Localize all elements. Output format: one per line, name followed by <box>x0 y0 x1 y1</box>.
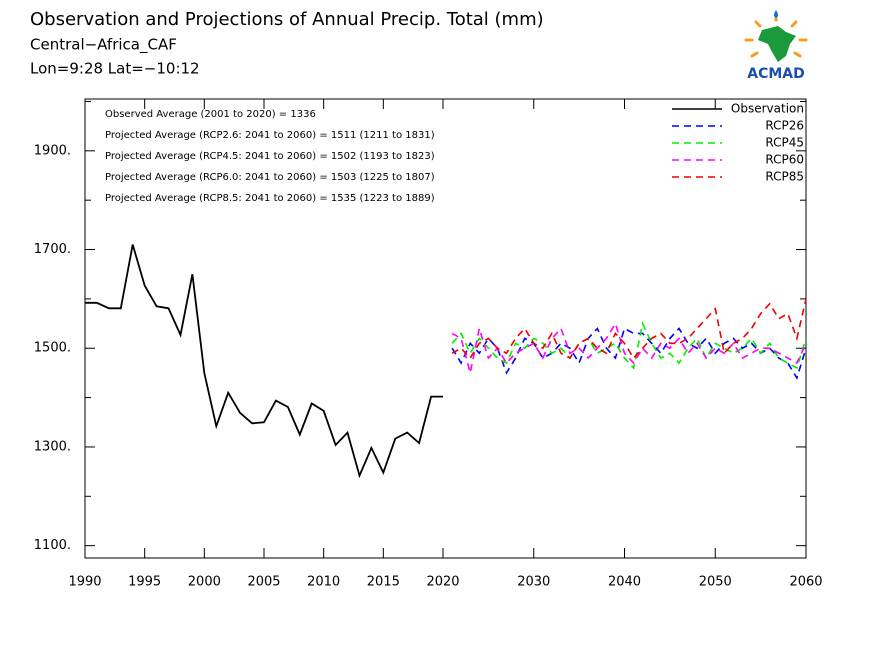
y-tick-label: 1500. <box>34 341 71 356</box>
x-tick-label: 2050 <box>699 575 732 590</box>
y-tick-label: 1100. <box>34 538 71 553</box>
legend-label: Observation <box>731 102 804 116</box>
x-tick-label: 1995 <box>128 575 161 590</box>
y-tick-label: 1300. <box>34 439 71 454</box>
chart-subtitle: Central−Africa_CAF <box>30 36 177 55</box>
x-tick-label: 2030 <box>517 575 550 590</box>
x-tick-label: 2000 <box>188 575 221 590</box>
series-line <box>451 327 807 380</box>
annotation: Projected Average (RCP4.5: 2041 to 2060)… <box>105 151 435 162</box>
location: Lon=9:28 Lat=−10:12 <box>30 60 200 78</box>
series-line <box>85 244 443 479</box>
logo-text: ACMAD <box>747 66 805 82</box>
x-tick-label: 2015 <box>367 575 400 590</box>
chart-title: Observation and Projections of Annual Pr… <box>30 9 544 30</box>
series-line <box>451 321 807 370</box>
logo <box>744 10 808 62</box>
annotation: Projected Average (RCP8.5: 2041 to 2060)… <box>105 193 435 204</box>
plot-frame <box>84 98 807 559</box>
annotation: Observed Average (2001 to 2020) = 1336 <box>105 109 316 120</box>
x-tick-label: 1990 <box>68 575 101 590</box>
legend-label: RCP45 <box>765 136 804 150</box>
legend-label: RCP60 <box>765 153 804 167</box>
x-tick-label: 2040 <box>608 575 641 590</box>
annotation: Projected Average (RCP6.0: 2041 to 2060)… <box>105 172 435 183</box>
y-tick-label: 1900. <box>34 143 71 158</box>
series-line <box>451 298 807 360</box>
legend-label: RCP26 <box>765 119 804 133</box>
x-tick-label: 2060 <box>789 575 822 590</box>
series-line <box>451 321 807 374</box>
x-tick-label: 2020 <box>426 575 459 590</box>
x-tick-label: 2010 <box>307 575 340 590</box>
annotation: Projected Average (RCP2.6: 2041 to 2060)… <box>105 130 435 141</box>
x-tick-label: 2005 <box>247 575 280 590</box>
legend-label: RCP85 <box>765 170 804 184</box>
y-tick-label: 1700. <box>34 242 71 257</box>
